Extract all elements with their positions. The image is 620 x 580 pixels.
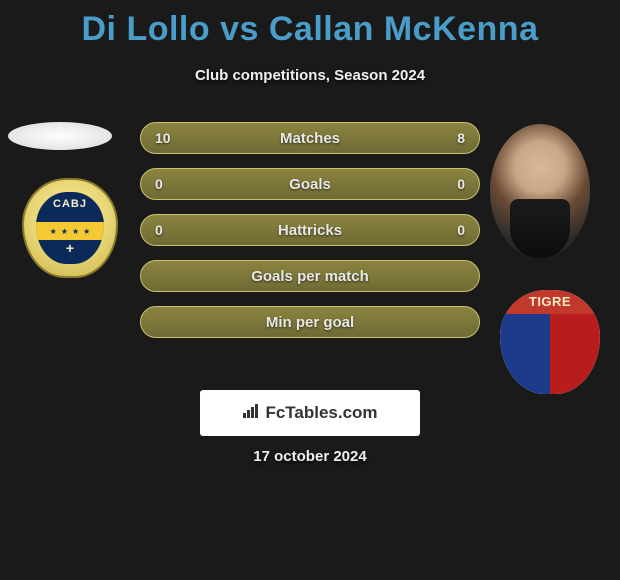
club-badge-right: TIGRE [500, 290, 600, 394]
stat-row-min-per-goal: Min per goal [140, 306, 480, 338]
stat-label: Min per goal [266, 314, 354, 331]
source-logo: FcTables.com [200, 390, 420, 436]
stat-left-value: 10 [155, 130, 171, 146]
page-title: Di Lollo vs Callan McKenna [0, 0, 620, 49]
club-badge-left-text: CABJ [36, 198, 104, 210]
player-photo-right [490, 124, 590, 258]
chart-icon [242, 403, 260, 424]
stat-label: Hattricks [278, 222, 342, 239]
stat-row-hattricks: 0 Hattricks 0 [140, 214, 480, 246]
stat-row-goals-per-match: Goals per match [140, 260, 480, 292]
stat-right-value: 0 [457, 222, 465, 238]
stat-label: Matches [280, 130, 340, 147]
stat-row-matches: 10 Matches 8 [140, 122, 480, 154]
source-logo-text: FcTables.com [265, 403, 377, 423]
subtitle: Club competitions, Season 2024 [0, 67, 620, 84]
stat-label: Goals per match [251, 268, 369, 285]
stats-container: 10 Matches 8 0 Goals 0 0 Hattricks 0 Goa… [140, 122, 480, 352]
club-badge-right-text: TIGRE [500, 290, 600, 314]
club-badge-left: CABJ ★★★★ + [22, 178, 118, 278]
date-text: 17 october 2024 [0, 448, 620, 465]
stat-row-goals: 0 Goals 0 [140, 168, 480, 200]
player-photo-placeholder-left [8, 122, 112, 150]
stat-right-value: 0 [457, 176, 465, 192]
stat-left-value: 0 [155, 176, 163, 192]
stat-right-value: 8 [457, 130, 465, 146]
stat-label: Goals [289, 176, 331, 193]
stat-left-value: 0 [155, 222, 163, 238]
